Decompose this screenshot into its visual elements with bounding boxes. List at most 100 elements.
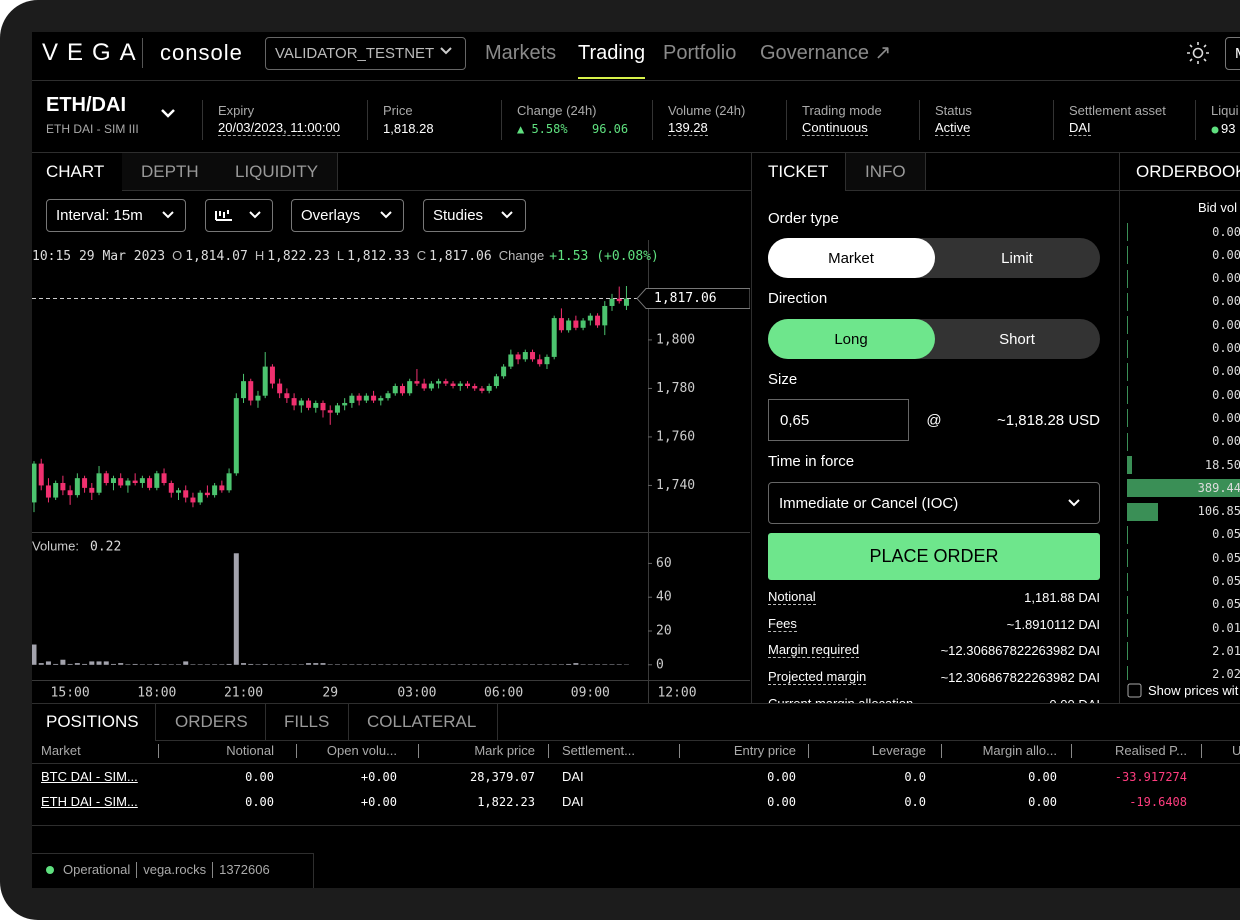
bid-volume: 18.50 <box>1204 457 1240 472</box>
candle-body <box>595 315 601 326</box>
orderbook-title[interactable]: ORDERBOOK <box>1136 161 1240 181</box>
chart-control[interactable] <box>423 199 526 232</box>
market-link[interactable]: ETH DAI - SIM... <box>41 794 138 809</box>
column-header[interactable]: Entry price <box>733 743 796 758</box>
candle-body <box>89 487 95 493</box>
bottom-tab[interactable]: POSITIONS <box>46 711 139 731</box>
ticket-tab[interactable]: INFO <box>865 161 906 181</box>
cell: 0.00 <box>245 769 274 784</box>
candle-body <box>53 483 59 498</box>
last-price-tag <box>636 288 750 310</box>
field-value: 1,818.28 <box>383 121 434 136</box>
volume-bar <box>472 664 478 665</box>
x-tick-label: 29 <box>322 686 338 701</box>
volume-bar <box>226 663 232 665</box>
cell: +0.00 <box>360 794 397 809</box>
volume-bar <box>493 664 499 665</box>
column-header[interactable]: Leverage <box>871 743 926 758</box>
summary-label: Current margin allocation <box>768 695 914 711</box>
bid-bar <box>1127 502 1158 521</box>
chart-control[interactable] <box>291 199 404 232</box>
candle-body <box>255 395 261 401</box>
field-value[interactable]: 139.28 <box>668 120 708 136</box>
market-subtitle: ETH DAI - SIM III <box>46 121 139 136</box>
candle-body <box>241 381 247 399</box>
bottom-tab[interactable]: ORDERS <box>175 711 248 731</box>
column-header[interactable]: Open volu... <box>326 743 397 758</box>
volume-bar <box>320 663 326 665</box>
column-header[interactable]: Settlement... <box>562 743 635 758</box>
bid-volume: 0.00 <box>1212 317 1240 332</box>
volume-bar <box>110 663 116 665</box>
show-prices-toggle[interactable]: Show prices wit <box>1148 683 1239 698</box>
candle-body <box>537 359 543 365</box>
column-header[interactable]: Notional <box>226 743 274 758</box>
toggle-active[interactable] <box>768 319 935 359</box>
cell: 0.00 <box>767 794 796 809</box>
market-link[interactable]: BTC DAI - SIM... <box>41 769 138 784</box>
network-select[interactable] <box>265 37 466 70</box>
candle-body <box>609 298 615 306</box>
candle-body <box>544 356 550 365</box>
field-value[interactable]: 20/03/2023, 11:00:00 <box>218 120 340 136</box>
nav-link[interactable]: Markets <box>485 41 557 64</box>
toggle-active[interactable] <box>768 238 935 278</box>
column-header[interactable]: Realised P... <box>1114 743 1187 758</box>
chart-control-label: Interval: 15m <box>56 206 143 224</box>
field-divider <box>202 100 203 140</box>
column-header[interactable]: U <box>1232 743 1240 758</box>
chart-tab[interactable]: DEPTH <box>141 161 199 181</box>
nav-link[interactable]: Trading <box>578 41 646 64</box>
chart-tab[interactable]: CHART <box>46 161 105 181</box>
wallet-button[interactable] <box>1225 37 1240 70</box>
candle-body <box>233 398 239 474</box>
candle-body <box>602 305 608 326</box>
volume-bar <box>414 664 420 665</box>
field-value[interactable]: DAI <box>1069 120 1091 136</box>
candle-body <box>334 405 340 413</box>
ticket-tab[interactable]: TICKET <box>768 161 829 181</box>
candlestick-chart: 1,740 1,760 1,780 1,800 0 20 40 60 15:00 18:00 21:… <box>32 240 750 703</box>
nav-link[interactable]: Governance ↗ <box>760 41 892 64</box>
size-value: 0,65 <box>780 411 810 429</box>
nav-link[interactable]: Portfolio <box>663 41 737 64</box>
bid-volume: 0.05 <box>1212 597 1240 612</box>
cell: DAI <box>562 769 584 784</box>
candle-body <box>436 381 442 384</box>
toggle-option[interactable]: Market <box>828 249 874 267</box>
x-tick-label: 03:00 <box>397 686 436 701</box>
field-value[interactable]: Continuous <box>802 120 868 136</box>
candle-body <box>313 402 319 408</box>
field-value[interactable]: Active <box>935 120 971 136</box>
chart-control[interactable] <box>46 199 186 232</box>
summary-label: Margin required <box>768 642 860 659</box>
candle-body <box>457 383 463 386</box>
place-order-button[interactable] <box>768 533 1100 580</box>
bottom-tab[interactable]: FILLS <box>284 711 330 731</box>
bottom-tab[interactable]: COLLATERAL <box>367 711 477 731</box>
volume-bar <box>558 664 564 665</box>
toggle-option[interactable]: Long <box>834 330 868 348</box>
candle-body <box>371 395 377 401</box>
chart-type-select[interactable] <box>205 199 273 232</box>
toggle-option[interactable]: Limit <box>1001 249 1033 267</box>
x-tick-label: 18:00 <box>137 686 176 701</box>
column-header[interactable]: Mark price <box>474 743 535 758</box>
toggle-option[interactable]: Short <box>999 330 1035 348</box>
column-header[interactable]: Margin allo... <box>982 743 1057 758</box>
volume-bar <box>508 664 514 665</box>
column-header[interactable]: Market <box>41 743 81 758</box>
market-name[interactable]: ETH/DAI <box>46 93 126 116</box>
volume-tick-label: 0 <box>656 657 664 672</box>
volume-bar <box>356 664 362 665</box>
tif-select[interactable] <box>768 482 1100 524</box>
field-value[interactable]: 93 <box>1221 121 1236 136</box>
column-header: Bid vol <box>1197 200 1237 215</box>
volume-value: 0.22 <box>90 540 121 555</box>
size-input[interactable] <box>768 399 909 441</box>
volume-bar <box>269 664 275 665</box>
chart-tab[interactable]: LIQUIDITY <box>235 161 319 181</box>
status-item[interactable]: vega.rocks <box>136 862 206 878</box>
